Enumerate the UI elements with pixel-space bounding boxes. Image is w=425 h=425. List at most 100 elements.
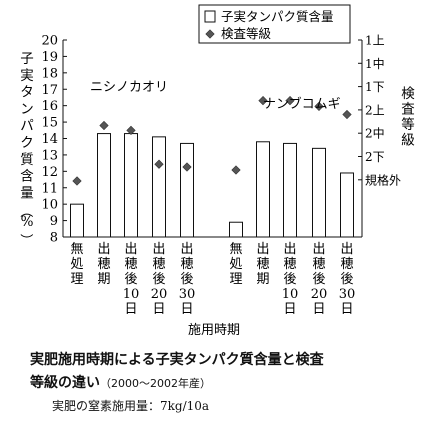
category-label: 出	[97, 242, 110, 257]
category-label: 出	[124, 242, 137, 257]
category-label: 日	[124, 302, 137, 317]
category-label: 処	[70, 257, 83, 272]
y-axis-title-left-char: ン	[20, 101, 34, 117]
category-label: 穂	[180, 257, 193, 272]
y-axis-title-left-char: ク	[20, 135, 34, 151]
left-tick-label: 9	[50, 214, 58, 229]
left-tick-label: 17	[41, 83, 58, 98]
grade-marker	[99, 120, 109, 131]
bar	[283, 142, 297, 238]
category-label: 期	[97, 272, 110, 287]
right-tick-label: 1下	[365, 80, 385, 94]
caption-title-line-1: 実肥施用時期による子実タンパク質含量と検査	[30, 352, 324, 368]
y-axis-title-right-char: 等	[401, 116, 415, 133]
left-tick-label: 16	[41, 99, 58, 114]
grade-marker	[72, 176, 82, 186]
y-axis-title-left-char: %	[21, 214, 34, 230]
category-labels-layer: 無処理出穂期出穂後10日出穂後20日出穂後30日無処理出穂期出穂後10日出穂後2…	[70, 242, 355, 317]
legend-marker-label: 検査等級	[221, 26, 272, 41]
caption-title-line-2: 等級の違い（2000～2002年産）	[30, 372, 211, 392]
category-label: 理	[70, 272, 83, 287]
category-label: 後	[180, 272, 193, 287]
grade-marker	[231, 165, 241, 175]
y-axis-title-left-char: タ	[20, 85, 34, 101]
category-label: 出	[256, 242, 269, 257]
bar	[312, 147, 326, 238]
category-label: 穂	[283, 257, 296, 272]
y-axis-title-left-char: 量	[20, 185, 34, 201]
left-tick-label: 8	[50, 231, 58, 246]
category-label: 出	[312, 242, 325, 257]
y-axis-title-left-char: 質	[20, 152, 34, 168]
category-label: 後	[312, 272, 325, 287]
legend-box	[198, 4, 351, 44]
bar	[256, 141, 270, 238]
category-label: 日	[340, 302, 353, 317]
left-tick-label: 15	[41, 116, 58, 131]
left-tick-label: 20	[41, 34, 58, 49]
grade-marker	[314, 101, 324, 112]
y-axis-title-left-char: （	[18, 205, 33, 218]
bar	[70, 203, 84, 238]
grade-marker	[182, 162, 192, 172]
category-label: 穂	[256, 257, 269, 272]
category-label: 期	[256, 272, 269, 287]
right-tick-label: 2上	[365, 103, 385, 117]
caption-note: 実肥の窒素施用量：7kg/10a	[52, 399, 210, 413]
legend-bar-swatch	[204, 10, 216, 23]
category-label: 日	[152, 302, 165, 317]
y-axis-title-right-char: 査	[401, 102, 415, 118]
category-label: 無	[70, 242, 83, 257]
category-label: 日	[180, 302, 193, 317]
y-axis-title-left-char: ）	[18, 233, 33, 246]
left-tick-label: 10	[41, 198, 58, 213]
caption-years: （2000～2002年産）	[100, 377, 211, 390]
right-tick-label: 2中	[365, 126, 385, 141]
category-label: 日	[283, 302, 296, 317]
category-label: 10	[282, 287, 299, 302]
bar	[180, 142, 194, 238]
category-label: 30	[179, 287, 196, 302]
right-tick-label: 2下	[365, 150, 385, 164]
category-label: 出	[180, 242, 193, 257]
category-label: 無	[229, 242, 242, 257]
left-tick-label: 19	[41, 50, 58, 65]
bar	[97, 133, 111, 238]
category-label: 出	[340, 242, 353, 257]
legend-marker-swatch	[205, 29, 215, 39]
category-label: 穂	[97, 257, 110, 272]
y-axis-title-right-char: 級	[401, 133, 415, 149]
bars-layer	[70, 133, 354, 238]
left-tick-label: 13	[41, 148, 58, 163]
legend-bar-label: 子実タンパク質含量	[221, 9, 334, 24]
category-label: 穂	[312, 257, 325, 272]
series-name-nanbukomugi: ナンブコムギ	[263, 96, 341, 112]
grade-marker	[126, 125, 136, 136]
left-tick-label: 18	[41, 66, 58, 81]
right-tick-label: 1上	[365, 34, 385, 48]
category-label: 理	[229, 272, 242, 287]
category-label: 後	[124, 272, 137, 287]
category-label: 後	[283, 272, 296, 287]
x-axis-title: 施用時期	[188, 323, 240, 338]
bar	[340, 172, 354, 238]
category-label: 処	[229, 257, 242, 272]
left-tick-label: 14	[41, 132, 58, 147]
caption-title-main: 等級の違い	[30, 375, 100, 391]
category-label: 後	[340, 272, 353, 287]
bar	[124, 133, 138, 238]
category-label: 20	[311, 287, 328, 302]
category-label: 穂	[152, 257, 165, 272]
category-label: 出	[283, 242, 296, 257]
grade-marker	[154, 159, 164, 169]
category-label: 後	[152, 272, 165, 287]
grade-marker	[258, 95, 268, 106]
bar	[229, 221, 243, 238]
grade-marker	[285, 95, 295, 106]
category-label: 10	[123, 287, 140, 302]
y-axis-title-left-char: 子	[20, 51, 34, 67]
right-tick-label: 1中	[365, 56, 385, 71]
right-tick-label: 規格外	[365, 172, 401, 187]
